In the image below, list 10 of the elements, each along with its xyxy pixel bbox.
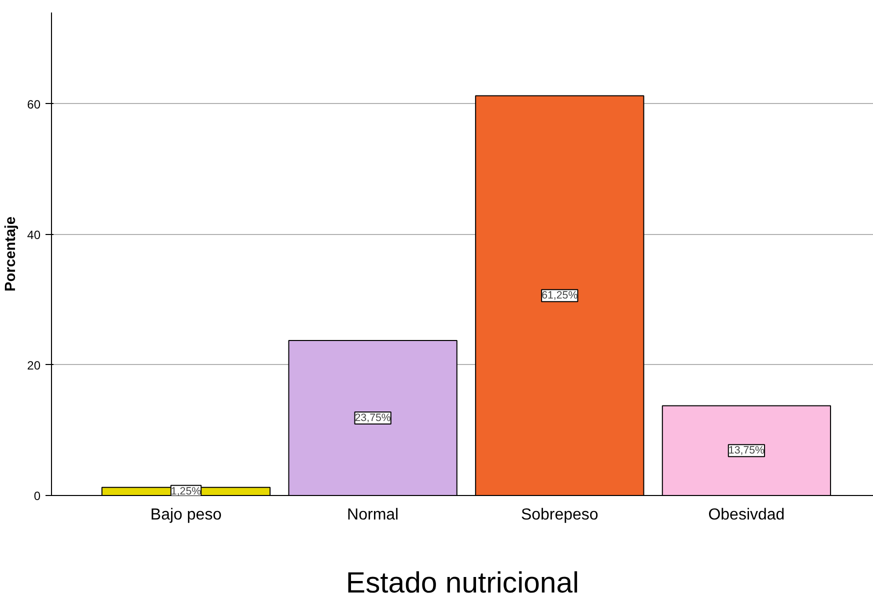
y-axis-title: Porcentaje [3, 216, 20, 292]
y-tick-label: 20 [27, 358, 41, 372]
y-tick-label: 40 [27, 228, 41, 242]
x-axis-title: Estado nutricional [346, 566, 580, 600]
x-tick-label: Bajo peso [150, 506, 222, 524]
x-tick-label: Obesivdad [708, 506, 785, 524]
y-tick-label: 60 [27, 97, 41, 112]
x-tick-label: Sobrepeso [520, 506, 598, 524]
x-tick-label: Normal [347, 506, 399, 524]
y-tick-label: 0 [34, 489, 41, 503]
